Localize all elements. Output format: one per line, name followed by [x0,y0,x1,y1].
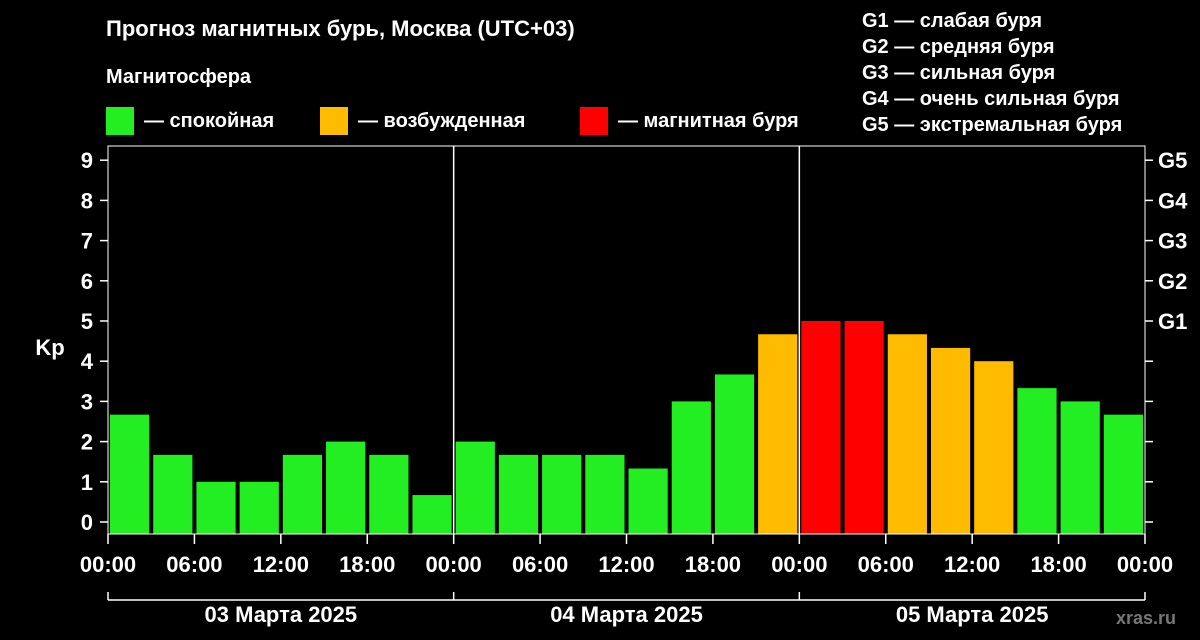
y-tick-label: 3 [81,389,93,414]
kp-bar [974,361,1014,534]
kp-bar [153,454,193,534]
y-tick-label: 5 [81,309,93,334]
g-legend-item-g2: G2 — средняя буря [862,36,1055,58]
legend-item-quiet: — спокойная [106,107,274,135]
day-label: 04 Марта 2025 [550,602,703,627]
x-tick-label: 00:00 [771,552,827,577]
watermark: xras.ru [1116,608,1177,628]
y-right-tick-label: G4 [1158,188,1188,213]
kp-bar [585,454,625,534]
kp-bar [714,374,755,534]
kp-bar [1017,388,1057,534]
x-tick-label: 18:00 [1030,552,1086,577]
g-scale-legend: G1 — слабая буря G2 — средняя буря G3 — … [862,8,1122,138]
x-tick-label: 12:00 [253,552,309,577]
y-tick-label: 4 [81,349,94,374]
y-tick-label: 1 [81,470,93,495]
g-legend-item-g1: G1 — слабая буря [862,10,1043,32]
legend-swatch-storm [580,107,608,135]
legend-item-active: — возбужденная [320,107,525,135]
y-tick-label: 2 [81,430,93,455]
legend-swatch-quiet [106,107,134,135]
kp-bar [887,334,927,534]
legend-swatch-active [320,107,348,135]
kp-bar [369,454,409,534]
legend-heading: Магнитосфера [106,66,252,88]
x-tick-label: 18:00 [339,552,395,577]
y-tick-label: 9 [81,148,93,173]
kp-bar [1103,414,1143,534]
x-tick-label: 00:00 [1117,552,1173,577]
kp-bar [930,347,971,534]
x-tick-label: 12:00 [944,552,1000,577]
kp-bar [110,414,150,534]
y-tick-label: 7 [81,229,93,254]
kp-bar [671,401,711,534]
kp-bar [498,454,539,534]
kp-bar [801,321,841,534]
x-tick-label: 12:00 [598,552,654,577]
g-legend-item-g3: G3 — сильная буря [862,62,1056,84]
g-legend-item-g5: G5 — экстремальная буря [862,114,1123,136]
y-right-tick-label: G2 [1158,269,1187,294]
x-tick-label: 00:00 [426,552,482,577]
x-tick-label: 18:00 [685,552,741,577]
kp-bar [628,468,668,534]
kp-bar [196,481,236,534]
kp-bar [326,441,366,534]
legend-item-storm: — магнитная буря [580,107,799,135]
x-tick-label: 00:00 [80,552,136,577]
kp-bar [412,495,452,534]
day-label: 05 Марта 2025 [896,602,1049,627]
kp-bar [758,334,798,534]
kp-bar [455,441,495,534]
legend-label-quiet: — спокойная [144,109,275,132]
chart-title: Прогноз магнитных бурь, Москва (UTC+03) [106,16,575,41]
x-tick-label: 06:00 [166,552,222,577]
legend-label-active: — возбужденная [358,109,526,132]
y-right-tick-label: G1 [1158,309,1187,334]
legend-label-storm: — магнитная буря [618,109,799,132]
kp-bar [542,454,582,534]
y-axis-label: Kp [35,335,64,360]
y-right-tick-label: G3 [1158,229,1187,254]
kp-bar [1060,401,1100,534]
day-label: 03 Марта 2025 [205,602,358,627]
y-tick-label: 6 [81,269,93,294]
kp-bar [844,321,884,534]
kp-bar [239,481,279,534]
y-right-tick-label: G5 [1158,148,1187,173]
x-tick-label: 06:00 [858,552,914,577]
g-legend-item-g4: G4 — очень сильная буря [862,88,1120,110]
x-tick-label: 06:00 [512,552,568,577]
kp-bar [282,454,323,534]
y-tick-label: 0 [81,510,93,535]
y-tick-label: 8 [81,188,93,213]
